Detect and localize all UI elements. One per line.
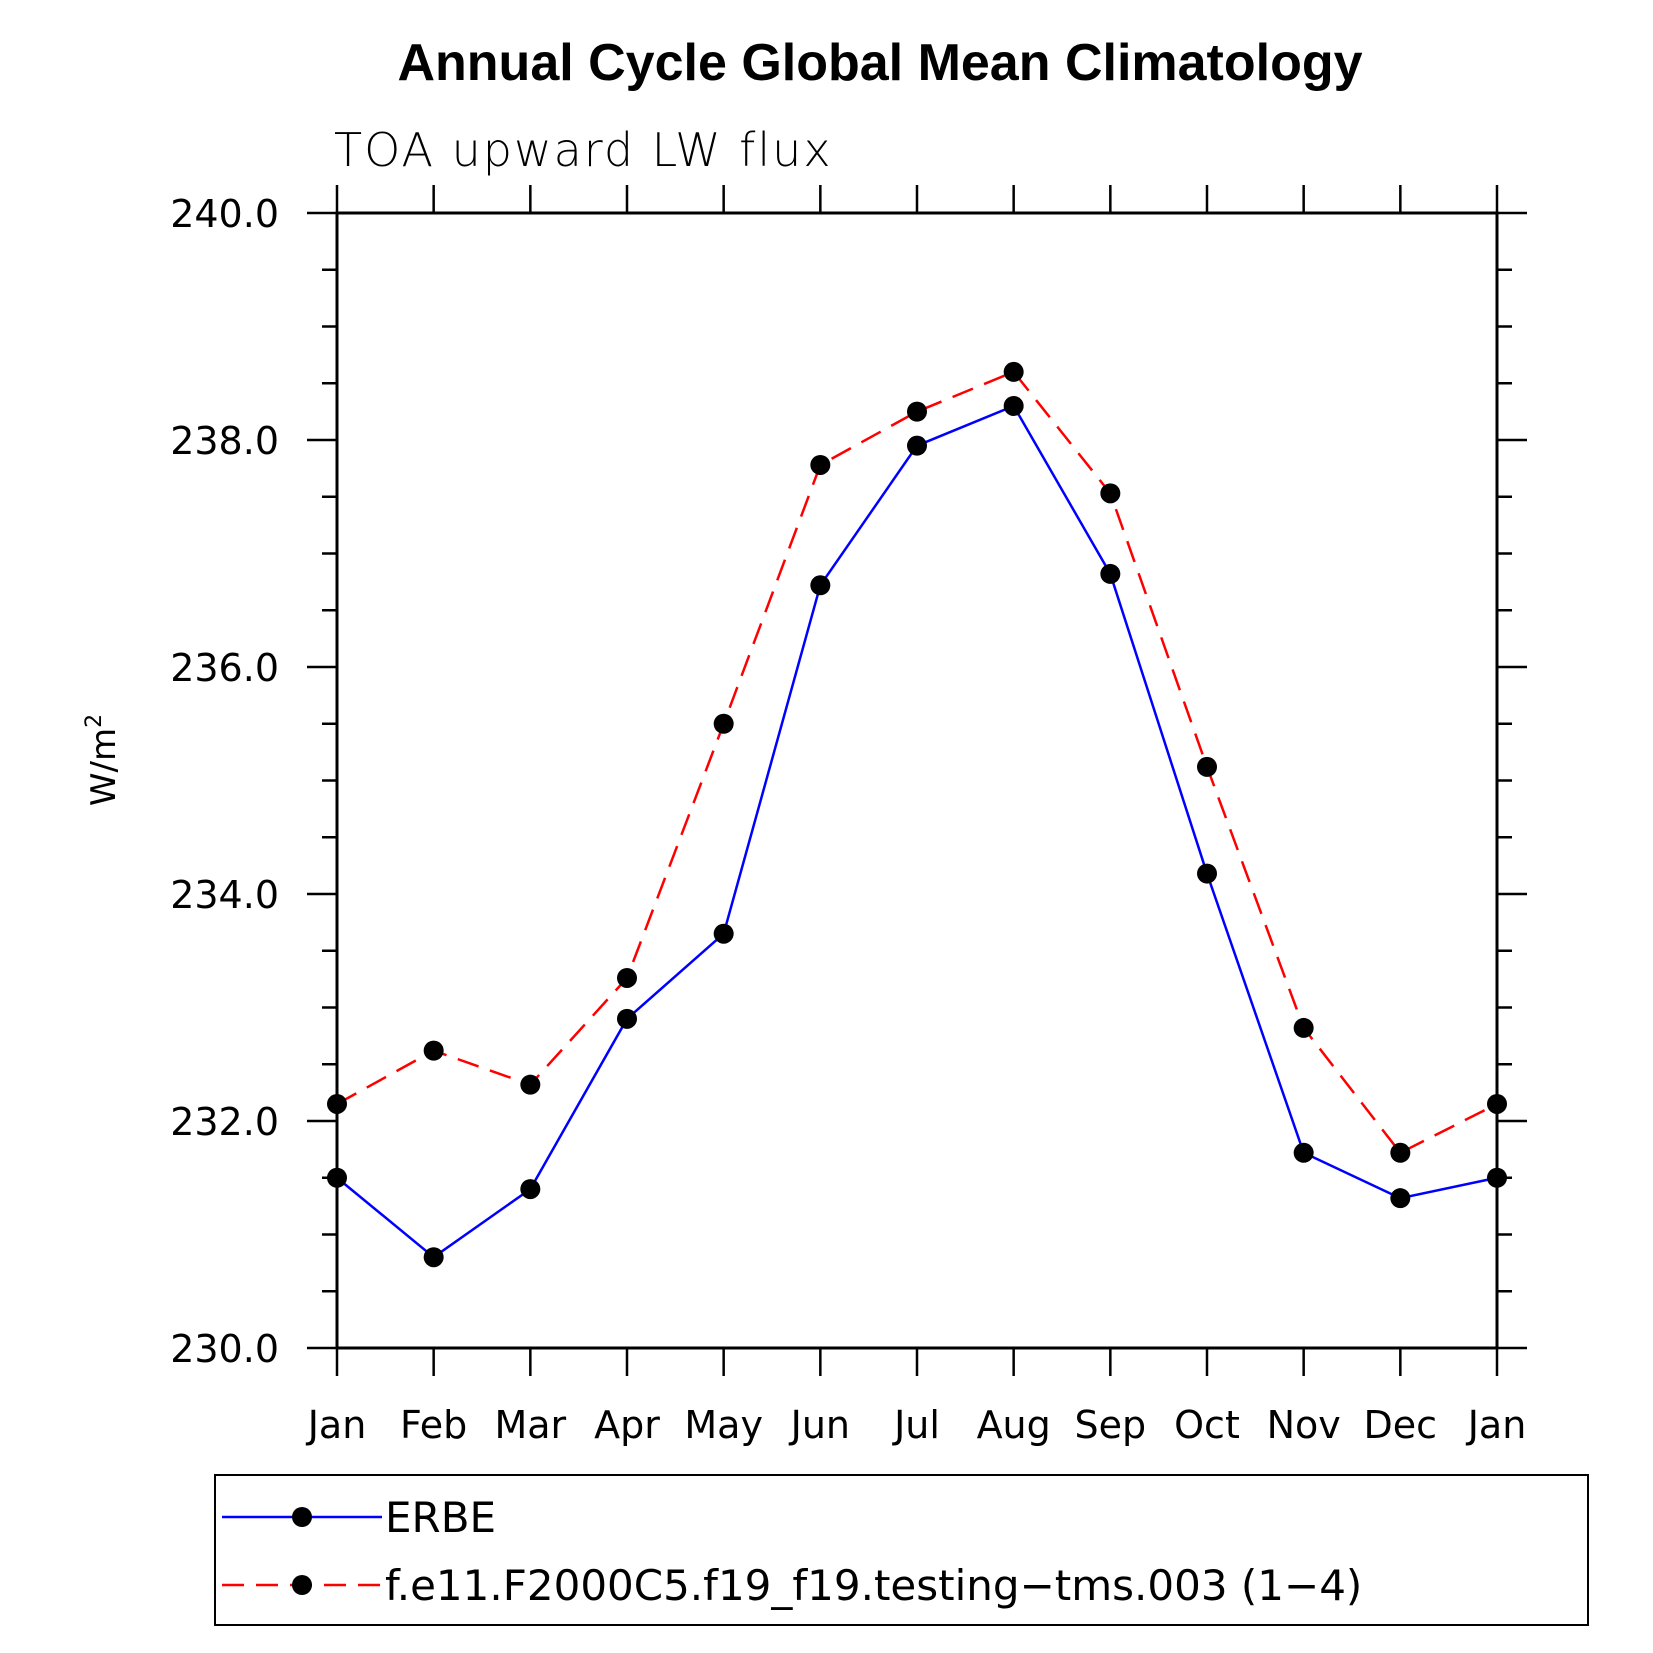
series-point	[617, 967, 637, 988]
x-tick-label: May	[684, 1403, 763, 1447]
series-point	[1390, 1188, 1411, 1209]
chart-title: Annual Cycle Global Mean Climatology	[397, 34, 1362, 92]
series-point	[907, 435, 927, 456]
x-tick-label: Dec	[1364, 1403, 1438, 1447]
x-tick-label: Jul	[892, 1403, 940, 1447]
x-tick-label: Oct	[1174, 1403, 1240, 1447]
plot-frame	[335, 211, 1499, 1350]
series-line	[336, 370, 1498, 1155]
x-tick-labels: Jan Feb Mar Apr May Jun Jul Aug Sep Oct Nov Dec Jan	[306, 1403, 1527, 1447]
series-point	[617, 1008, 637, 1029]
x-tick-label: Jan	[1466, 1403, 1527, 1447]
series-point	[713, 713, 734, 734]
series-point	[1293, 1142, 1314, 1163]
x-tick-label: Mar	[494, 1403, 566, 1447]
y-tick-label: 236.0	[170, 646, 279, 690]
series-point	[327, 1167, 347, 1188]
series-point	[520, 1179, 541, 1200]
series-point	[1487, 1167, 1507, 1188]
y-tick-label: 232.0	[170, 1100, 279, 1144]
y-tick-label: 238.0	[170, 419, 279, 463]
x-tick-label: Apr	[594, 1403, 660, 1447]
y-axis-label: W/m2	[82, 714, 124, 806]
x-tick-label: Sep	[1075, 1403, 1147, 1447]
series-line	[336, 404, 1498, 1259]
series-point	[713, 923, 734, 944]
series-point	[1003, 395, 1024, 416]
series-point	[810, 454, 831, 475]
series-point	[1003, 361, 1024, 382]
series-point	[423, 1247, 444, 1268]
legend-marker	[292, 1507, 312, 1527]
series-point	[1487, 1093, 1507, 1114]
series-layer	[327, 361, 1507, 1268]
legend-marker	[292, 1575, 312, 1595]
x-tick-label: Nov	[1267, 1403, 1341, 1447]
y-tick-labels: 230.0 232.0 234.0 236.0 238.0 240.0	[170, 192, 279, 1371]
x-tick-label: Jun	[789, 1403, 850, 1447]
y-axis-label-superscript: 2	[82, 714, 107, 728]
legend: ERBE f.e11.F2000C5.f19_f19.testing−tms.00…	[214, 1474, 1589, 1626]
x-tick-label: Aug	[977, 1403, 1051, 1447]
y-tick-label: 240.0	[170, 192, 279, 236]
x-tick-label: Jan	[306, 1403, 367, 1447]
y-axis-label-base: W/m	[84, 728, 124, 806]
series-point	[1197, 756, 1217, 777]
axes	[307, 185, 1527, 1376]
series-point	[423, 1040, 444, 1061]
series-point	[1100, 563, 1121, 584]
series-point	[907, 401, 927, 422]
series-point	[1293, 1017, 1314, 1038]
series-point	[1390, 1142, 1411, 1163]
chart-subtitle: TOA upward LW flux	[334, 123, 833, 177]
legend-label: ERBE	[385, 1493, 496, 1542]
legend-box	[214, 1474, 1589, 1626]
series-point	[810, 575, 831, 596]
series-point	[1100, 483, 1121, 504]
y-tick-label: 230.0	[170, 1327, 279, 1371]
series-point	[1197, 863, 1217, 884]
series-point	[327, 1093, 347, 1114]
y-tick-label: 234.0	[170, 873, 279, 917]
legend-label: f.e11.F2000C5.f19_f19.testing−tms.003 (1…	[385, 1561, 1362, 1610]
series-point	[520, 1074, 541, 1095]
x-tick-label: Feb	[400, 1403, 467, 1447]
